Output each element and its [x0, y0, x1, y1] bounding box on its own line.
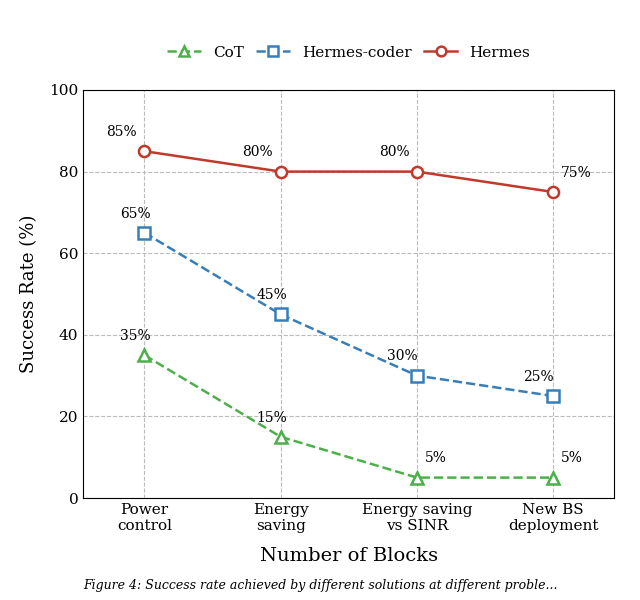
Hermes	[413, 168, 420, 175]
Text: 15%: 15%	[256, 410, 287, 425]
Hermes-coder	[277, 311, 285, 318]
Text: 35%: 35%	[120, 329, 150, 343]
Hermes	[277, 168, 285, 175]
Line: Hermes: Hermes	[139, 146, 559, 197]
Hermes	[549, 188, 557, 196]
Y-axis label: Success Rate (%): Success Rate (%)	[20, 215, 38, 373]
Text: 65%: 65%	[120, 206, 150, 221]
Text: 75%: 75%	[561, 166, 592, 180]
Line: Hermes-coder: Hermes-coder	[139, 227, 559, 401]
Hermes	[141, 148, 148, 155]
Text: 45%: 45%	[256, 288, 287, 302]
Hermes-coder	[549, 392, 557, 400]
Line: CoT: CoT	[139, 350, 559, 483]
Text: Figure 4: Success rate achieved by different solutions at different proble...: Figure 4: Success rate achieved by diffe…	[83, 578, 557, 592]
CoT	[549, 474, 557, 481]
Hermes-coder	[413, 372, 420, 379]
Text: 5%: 5%	[425, 451, 447, 466]
Text: 25%: 25%	[523, 370, 554, 384]
CoT	[141, 352, 148, 359]
Text: 5%: 5%	[561, 451, 583, 466]
CoT	[277, 433, 285, 440]
Text: 85%: 85%	[106, 125, 137, 139]
Text: 30%: 30%	[387, 349, 417, 364]
Text: 80%: 80%	[243, 145, 273, 160]
Text: 80%: 80%	[379, 145, 410, 160]
X-axis label: Number of Blocks: Number of Blocks	[260, 547, 438, 565]
CoT	[413, 474, 420, 481]
Legend: CoT, Hermes-coder, Hermes: CoT, Hermes-coder, Hermes	[161, 39, 536, 66]
Hermes-coder	[141, 229, 148, 236]
